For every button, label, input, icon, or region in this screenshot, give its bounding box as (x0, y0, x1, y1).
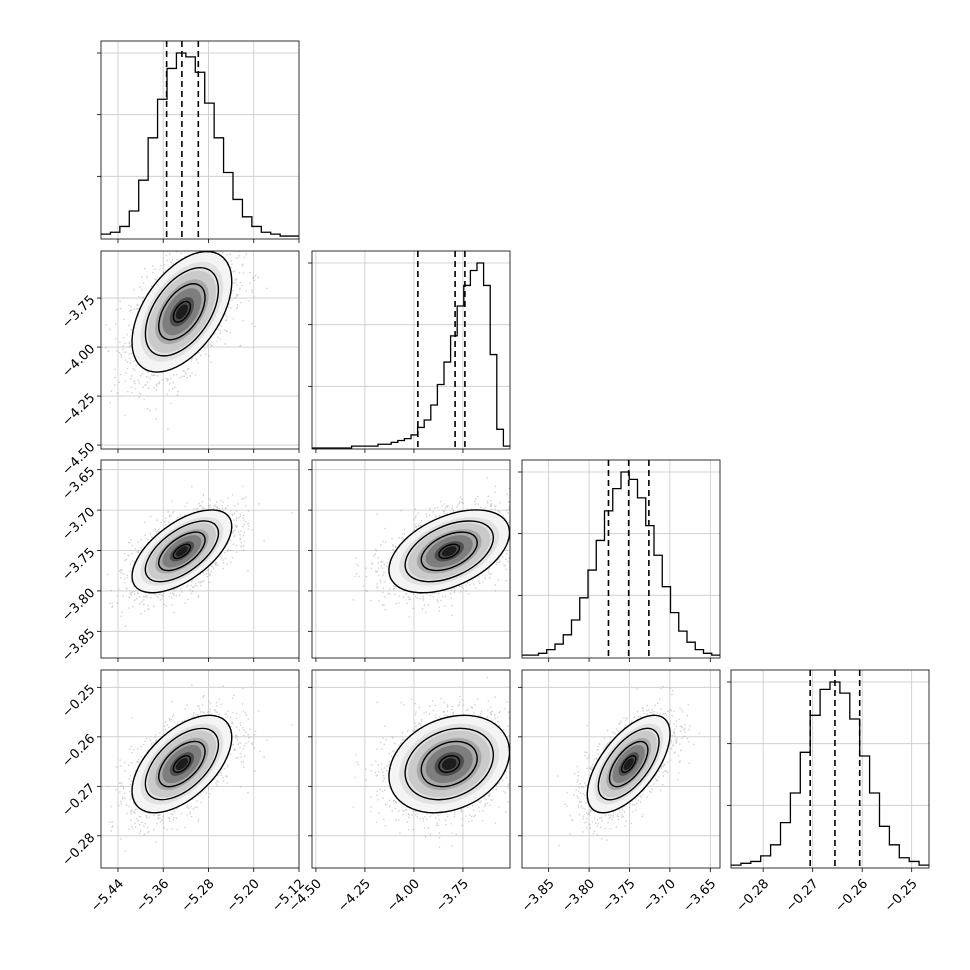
contour-3 (172, 300, 192, 323)
panel-frame (311, 459, 511, 659)
scatter-body (101, 251, 299, 449)
scatter-body (101, 670, 299, 868)
x-tick-label: −3.75 (600, 876, 639, 915)
contour-1 (597, 727, 660, 801)
y-tick-label: −0.26 (60, 732, 99, 771)
x-tick-label: −0.28 (733, 876, 772, 915)
panel-frame (100, 669, 300, 869)
density-fill (623, 758, 634, 770)
contour-0 (388, 509, 510, 594)
x-tick-label: −4.25 (335, 876, 374, 915)
contour-2 (420, 531, 478, 572)
panel-frame (311, 250, 511, 450)
scatter-panel-0-2 (100, 459, 300, 659)
panel-frame (100, 40, 300, 240)
contour-0 (131, 509, 233, 594)
contour-1 (404, 727, 495, 801)
histogram-steps (101, 52, 299, 237)
histogram-steps (731, 681, 929, 866)
scatter-panel-0-1 (100, 250, 300, 450)
panel-frame (521, 669, 721, 869)
x-tick-label: −5.20 (224, 876, 263, 915)
x-tick-label: −5.28 (179, 876, 218, 915)
histogram-steps (312, 262, 510, 449)
x-tick-label: −3.75 (433, 876, 472, 915)
contour-3 (172, 543, 192, 560)
y-tick-label: −0.27 (60, 781, 99, 820)
panel-frame (730, 669, 930, 869)
histogram-panel-2 (518, 459, 721, 659)
contour-0 (388, 714, 510, 814)
contour-3 (620, 755, 637, 774)
y-tick-label: −0.28 (60, 831, 99, 870)
histogram-steps (522, 471, 720, 656)
contour-1 (144, 520, 220, 583)
density-fill (441, 758, 457, 770)
x-tick-label: −3.70 (640, 876, 679, 915)
contour-2 (158, 740, 206, 788)
x-tick-label: −0.26 (832, 876, 871, 915)
density-fill (175, 758, 188, 770)
contour-3 (438, 755, 461, 774)
x-tick-label: −5.44 (88, 876, 127, 915)
density-fill (441, 546, 457, 557)
density-fill (175, 546, 188, 557)
contour-0 (131, 714, 233, 814)
contour-2 (158, 531, 206, 572)
contour-0 (131, 251, 233, 373)
y-tick-label: −3.85 (60, 626, 99, 665)
contour-1 (144, 727, 220, 801)
panel-frame (521, 459, 721, 659)
x-tick-label: −3.85 (519, 876, 558, 915)
panel-frame (100, 459, 300, 659)
contour-1 (144, 266, 220, 357)
contour-2 (608, 740, 649, 788)
contour-2 (420, 740, 478, 788)
histogram-panel-0 (97, 40, 300, 240)
x-tick-label: −4.00 (384, 876, 423, 915)
scatter-panel-2-3 (521, 669, 721, 869)
x-tick-label: −3.65 (681, 876, 720, 915)
contour-3 (438, 543, 461, 560)
scatter-panel-1-2 (311, 459, 511, 659)
scatter-body (312, 670, 510, 868)
y-tick-label: −0.25 (60, 682, 99, 721)
histogram-panel-1 (308, 250, 511, 450)
contour-1 (404, 520, 495, 583)
scatter-body (101, 460, 299, 658)
x-tick-label: −0.25 (882, 876, 921, 915)
x-tick-label: −0.27 (783, 876, 822, 915)
y-tick-label: −4.25 (60, 391, 99, 430)
x-tick-label: −3.80 (559, 876, 598, 915)
y-tick-label: −3.75 (60, 545, 99, 584)
y-tick-label: −3.75 (60, 293, 99, 332)
y-tick-label: −4.00 (60, 342, 99, 381)
scatter-body (522, 670, 720, 868)
panel-frame (311, 669, 511, 869)
scatter-panel-0-3 (100, 669, 300, 869)
scatter-body (312, 460, 510, 658)
x-tick-label: −5.36 (133, 876, 172, 915)
y-tick-label: −3.80 (60, 586, 99, 625)
contour-3 (172, 755, 192, 774)
contour-2 (158, 283, 206, 341)
contour-0 (586, 714, 671, 814)
histogram-panel-3 (727, 669, 930, 869)
panel-frame (100, 250, 300, 450)
y-tick-label: −3.70 (60, 505, 99, 544)
scatter-panel-1-3 (311, 669, 511, 869)
